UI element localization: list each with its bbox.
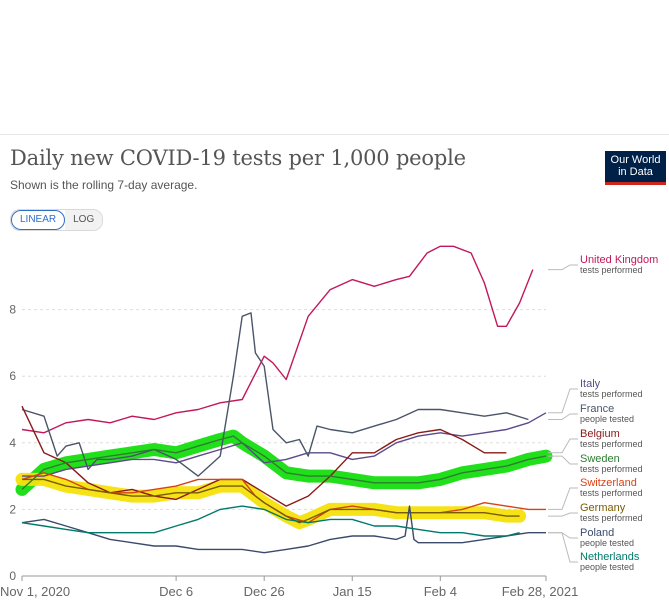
- legend-metric-switzerland: tests performed: [580, 488, 643, 498]
- series-line-netherlands[interactable]: [21, 505, 520, 537]
- legend-connector-united-kingdom: [548, 264, 578, 271]
- scale-toggle[interactable]: LINEAR LOG: [10, 209, 104, 231]
- blank-header-area: [0, 0, 669, 135]
- legend-metric-france: people tested: [580, 414, 634, 424]
- y-axis-ticks: 0 2 4 6 8: [9, 303, 16, 583]
- series-line-germany[interactable]: [22, 478, 520, 524]
- y-tick-label: 0: [9, 569, 16, 583]
- legend-metric-germany: tests performed: [580, 513, 643, 523]
- series-line-united-kingdom[interactable]: [21, 245, 534, 434]
- linear-scale-button[interactable]: LINEAR: [11, 210, 66, 230]
- legend-label-netherlands[interactable]: Netherlands: [580, 551, 640, 563]
- series-line-sweden[interactable]: [21, 435, 547, 490]
- legend-connector-netherlands: [548, 532, 578, 563]
- chart-subtitle: Shown is the rolling 7-day average.: [10, 178, 198, 192]
- series-highlight-germany: [15, 472, 527, 530]
- legend-connector-sweden: [548, 455, 578, 465]
- legend-label-italy[interactable]: Italy: [580, 378, 601, 390]
- legend-connector-switzerland: [548, 487, 578, 510]
- x-tick-label: Feb 4: [424, 584, 457, 599]
- legend-label-switzerland[interactable]: Switzerland: [580, 477, 637, 489]
- gridlines: [22, 309, 546, 510]
- header-separator: [0, 134, 669, 135]
- series-highlight-sweden: [15, 429, 553, 496]
- logo-line-1: Our World: [610, 154, 661, 166]
- legend-connector-belgium: [548, 438, 578, 454]
- legend-label-united-kingdom[interactable]: United Kingdom: [580, 254, 658, 266]
- y-tick-label: 8: [9, 303, 16, 317]
- y-tick-label: 4: [9, 436, 16, 450]
- x-tick-label: Feb 28, 2021: [502, 584, 579, 599]
- series-line-poland[interactable]: [21, 505, 546, 554]
- logo-line-2: in Data: [618, 166, 653, 178]
- legend-label-belgium[interactable]: Belgium: [580, 428, 620, 440]
- y-tick-label: 6: [9, 369, 16, 383]
- log-scale-button[interactable]: LOG: [65, 210, 103, 230]
- x-tick-label: Nov 1, 2020: [0, 584, 70, 599]
- x-tick-label: Dec 6: [159, 584, 193, 599]
- chart-title: Daily new COVID-19 tests per 1,000 peopl…: [10, 146, 466, 170]
- legend-metric-poland: people tested: [580, 538, 634, 548]
- x-tick-label: Dec 26: [244, 584, 285, 599]
- series-line-belgium[interactable]: [21, 405, 507, 507]
- series-line-italy[interactable]: [22, 412, 547, 477]
- y-tick-label: 2: [9, 502, 16, 516]
- legend-connector-italy: [548, 388, 578, 414]
- legend-metric-belgium: tests performed: [580, 439, 643, 449]
- legend-metric-netherlands: people tested: [580, 562, 634, 572]
- legend-connector-france: [548, 413, 578, 420]
- legend-label-sweden[interactable]: Sweden: [580, 453, 620, 465]
- owid-logo[interactable]: Our World in Data: [605, 151, 666, 185]
- legend-metric-italy: tests performed: [580, 389, 643, 399]
- x-tick-label: Jan 15: [333, 584, 372, 599]
- legend-label-poland[interactable]: Poland: [580, 527, 614, 539]
- legend-metric-united-kingdom: tests performed: [580, 265, 643, 275]
- legend-metric-sweden: tests performed: [580, 464, 643, 474]
- legend-label-germany[interactable]: Germany: [580, 502, 626, 514]
- legend-label-france[interactable]: France: [580, 403, 614, 415]
- series-lines: [21, 245, 547, 554]
- x-axis: Nov 1, 2020 Dec 6 Dec 26 Jan 15 Feb 4 Feb 28,…: [0, 575, 579, 599]
- series-line-france[interactable]: [21, 312, 529, 477]
- legend-connector-germany: [548, 512, 578, 517]
